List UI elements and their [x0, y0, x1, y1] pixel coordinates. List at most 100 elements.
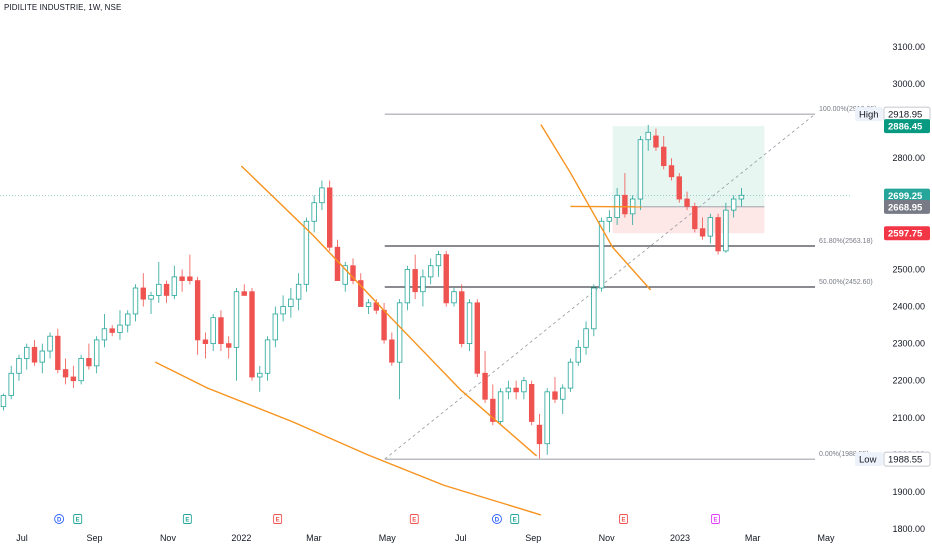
- candle: [218, 310, 224, 352]
- candle-body: [288, 298, 294, 307]
- candle-body: [661, 146, 667, 167]
- candle-body: [163, 283, 170, 296]
- candle-body: [0, 395, 7, 408]
- price-label-text: 2886.45: [888, 122, 923, 133]
- price-label-text: 2668.95: [888, 202, 923, 213]
- fib-level-label: 50.00%(2452.60): [819, 279, 873, 286]
- price-label: 2668.95: [884, 199, 930, 214]
- candle-body: [528, 383, 535, 422]
- candle-body: [668, 165, 675, 178]
- candles: [0, 124, 745, 459]
- candle: [536, 414, 543, 459]
- candle-body: [62, 369, 69, 378]
- event-badge: [619, 514, 628, 524]
- x-tick-label: Jul: [16, 533, 28, 543]
- candle: [39, 343, 45, 374]
- candle-body: [591, 287, 597, 330]
- candle: [319, 180, 325, 211]
- x-tick-label: Sep: [525, 533, 541, 543]
- event-letter: D: [495, 517, 500, 523]
- candle-body: [521, 380, 527, 393]
- candle-body: [233, 291, 240, 348]
- candle: [109, 325, 115, 337]
- price-label: 2699.25: [884, 188, 930, 203]
- dividend-icon[interactable]: D: [54, 514, 65, 524]
- candle-body: [676, 176, 682, 200]
- earnings-icon[interactable]: E: [73, 514, 83, 524]
- event-badge: [273, 514, 283, 524]
- candle: [241, 284, 247, 296]
- candle-body: [93, 339, 100, 367]
- candle-body: [723, 209, 729, 252]
- candle-body: [264, 339, 271, 374]
- trendline[interactable]: [154, 361, 542, 516]
- fib-level-label: 61.80%(2563.18): [819, 238, 873, 245]
- candle-body: [684, 198, 690, 207]
- price-label: 2597.75: [884, 226, 930, 241]
- candle-body: [443, 254, 449, 304]
- candle: [148, 291, 154, 314]
- event-badge: [182, 514, 192, 524]
- event-badge: [492, 514, 502, 524]
- candle: [365, 299, 372, 314]
- candle: [598, 217, 605, 292]
- price-label-bg: [884, 226, 930, 241]
- price-label: Low: [855, 452, 883, 467]
- x-axis[interactable]: Jul Sep Nov 2022 Mar May Jul Sep Nov 2023 Mar May: [16, 533, 835, 543]
- earnings-icon[interactable]: E: [409, 514, 419, 524]
- candle-body: [327, 187, 333, 248]
- candle-body: [544, 391, 550, 445]
- candle: [24, 343, 30, 370]
- candle-body: [132, 287, 139, 315]
- earnings-icon[interactable]: E: [510, 514, 520, 524]
- fib-level-label: 100.00%(2918.95): [819, 106, 877, 113]
- candle-body: [78, 358, 84, 382]
- candle-body: [435, 254, 442, 267]
- x-tick-label: May: [817, 533, 835, 543]
- candle-body: [311, 202, 317, 222]
- price-label-bg: [883, 451, 931, 467]
- fib-level-label: 0.00%(1988.55): [819, 451, 869, 458]
- earnings-icon[interactable]: E: [711, 514, 720, 524]
- price-label-bg: [884, 188, 930, 203]
- stop-zone[interactable]: [612, 206, 765, 234]
- candle-body: [552, 391, 558, 400]
- candle: [78, 354, 84, 385]
- earnings-icon[interactable]: E: [182, 514, 192, 524]
- candle: [295, 273, 302, 311]
- candle: [451, 288, 457, 307]
- price-label: High: [855, 107, 883, 122]
- candle: [0, 393, 7, 411]
- candle: [93, 336, 100, 374]
- candle: [699, 217, 706, 240]
- candle-body: [171, 276, 178, 296]
- candle: [226, 336, 232, 359]
- x-tick-label: 2023: [670, 533, 690, 543]
- y-tick-label: 2300.00: [892, 339, 925, 349]
- candle: [350, 258, 356, 285]
- event-badge: [73, 514, 83, 524]
- trendline[interactable]: [240, 165, 538, 457]
- event-letter: E: [513, 517, 517, 523]
- candle-body: [575, 346, 581, 363]
- candle-body: [148, 295, 154, 300]
- y-tick-label: 3100.00: [892, 42, 925, 52]
- candle: [552, 376, 558, 403]
- earnings-icon[interactable]: E: [619, 514, 628, 524]
- candle-body: [280, 306, 286, 315]
- trendline[interactable]: [540, 124, 652, 291]
- candle-body: [560, 387, 566, 400]
- candle: [521, 376, 527, 400]
- x-tick-label: 2022: [231, 533, 251, 543]
- dividend-icon[interactable]: D: [492, 514, 502, 524]
- event-badge: [510, 514, 520, 524]
- earnings-icon[interactable]: E: [273, 514, 283, 524]
- candle: [707, 213, 714, 244]
- candle: [342, 262, 348, 292]
- candle: [575, 339, 581, 366]
- trendlines[interactable]: [154, 124, 652, 516]
- candle-body: [358, 280, 364, 307]
- candle-body: [334, 246, 341, 281]
